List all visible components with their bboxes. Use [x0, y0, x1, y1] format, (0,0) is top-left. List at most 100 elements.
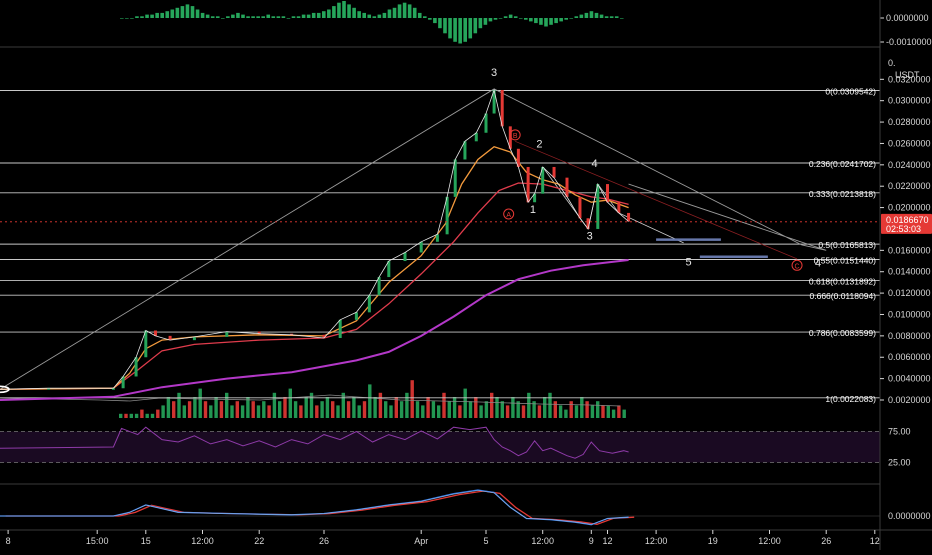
volume-bar [346, 401, 351, 418]
top-histogram-bar [190, 6, 195, 18]
volume-bar [177, 392, 181, 418]
volume-bar [511, 397, 515, 418]
time-axis-label: 12:00 [191, 536, 214, 546]
top-histogram-bar [205, 14, 210, 18]
price-candle [627, 212, 631, 222]
top-histogram-bar [614, 16, 619, 18]
current-price-label: 0.0186670 [886, 215, 929, 225]
top-histogram-bar [539, 18, 543, 25]
axis-unit-label: USDT [895, 70, 920, 80]
volume-bar [272, 392, 277, 418]
rsi-axis-label: 25.00 [888, 458, 911, 468]
top-histogram-bar [332, 6, 336, 18]
top-histogram-bar [443, 18, 447, 34]
time-axis-label: Apr [414, 536, 428, 546]
volume-bar [378, 392, 383, 418]
top-histogram-bar [589, 11, 594, 18]
abc-projection-line [515, 140, 798, 260]
top-axis-label: 0.0000000 [886, 13, 929, 23]
top-histogram-bar [175, 7, 180, 18]
top-histogram-bar [619, 18, 624, 19]
volume-bar [421, 405, 425, 418]
volume-bar [293, 401, 298, 418]
top-histogram-bar [291, 16, 296, 18]
volume-bar [134, 413, 139, 418]
volume-bar [256, 405, 261, 418]
osc-axis-label: 0.0000000 [888, 511, 931, 521]
volume-bar [161, 405, 165, 418]
volume-bar [230, 405, 234, 418]
volume-bar [368, 384, 372, 418]
top-histogram-bar [316, 12, 321, 18]
top-histogram-bar [382, 12, 387, 18]
top-axis-label: -0.0010000 [886, 37, 932, 47]
volume-bar [426, 397, 430, 418]
volume-bar [479, 405, 483, 418]
top-histogram-bar [529, 18, 533, 22]
circled-wave-label: B [513, 133, 518, 140]
top-histogram-bar [246, 16, 250, 18]
top-histogram-bar [579, 14, 584, 18]
top-histogram-bar [276, 16, 281, 18]
price-candle [474, 132, 478, 142]
top-histogram-bar [493, 18, 498, 20]
volume-bar [209, 405, 213, 418]
top-histogram-bar [180, 6, 185, 18]
current-price-badge [881, 213, 932, 234]
time-axis-label: 12:00 [645, 536, 668, 546]
time-axis-label: 5 [483, 536, 488, 546]
top-histogram-pane: 0.0000000 -0.0010000 [120, 1, 932, 47]
top-histogram-bar [513, 16, 518, 18]
top-histogram-bar [483, 18, 488, 25]
volume-bar [145, 413, 149, 418]
fib-level-label: 0(0.0309542) [825, 86, 876, 96]
price-axis-label: 0.0200000 [888, 203, 931, 213]
fib-level-label: 0.786(0.0083599) [809, 328, 876, 338]
wave-label: 1 [530, 204, 536, 216]
ema-fast-line [0, 145, 629, 390]
top-histogram-bar [473, 18, 478, 34]
price-candle [435, 234, 439, 242]
volume-bar [251, 401, 255, 418]
top-histogram-bar [281, 16, 286, 18]
top-histogram-bar [534, 18, 538, 24]
top-histogram-bar [150, 14, 154, 18]
price-candle [516, 148, 520, 167]
volume-bar [537, 405, 542, 418]
top-histogram-bar [286, 18, 291, 19]
top-histogram-bar [468, 18, 473, 39]
circled-wave-marker [503, 208, 515, 220]
top-histogram-bar [488, 18, 493, 22]
volume-bar [468, 401, 473, 418]
volume-bar [283, 397, 287, 418]
osc-signal-line [5, 490, 635, 525]
time-axis[interactable]: 8 15:00 15 12:00 22 26 Apr 5 12:00 9 12 12:00 19 12:0… [6, 530, 880, 546]
top-histogram-bar [402, 2, 407, 19]
volume-bar [336, 405, 340, 418]
top-histogram-bar [423, 16, 427, 18]
volume-bar [325, 397, 330, 418]
price-axis-label: 0.0040000 [888, 374, 931, 384]
price-candle [121, 376, 125, 389]
rsi-band [0, 431, 880, 463]
price-axis-label: 0.0220000 [888, 181, 931, 191]
top-histogram-bar [498, 18, 503, 19]
top-histogram-bar [594, 12, 599, 18]
top-histogram-bar [236, 12, 240, 18]
volume-bar [214, 397, 218, 418]
rsi-pane: 75.00 25.00 [0, 427, 911, 468]
price-axis[interactable]: USDT 0. 0.0186670 02:53:03 0.0320000 0.03… [879, 0, 932, 550]
volume-bar [564, 409, 568, 418]
price-candle [144, 330, 148, 358]
volume-bar [474, 397, 478, 418]
time-axis-label: 8 [6, 536, 11, 546]
top-histogram-bar [130, 18, 134, 19]
top-histogram-bar [518, 18, 523, 19]
volume-bar [331, 401, 335, 418]
volume-bar [527, 392, 531, 418]
top-histogram-bar [322, 11, 326, 18]
top-histogram-bar [407, 4, 412, 19]
countdown-label: 02:53:03 [886, 224, 921, 234]
